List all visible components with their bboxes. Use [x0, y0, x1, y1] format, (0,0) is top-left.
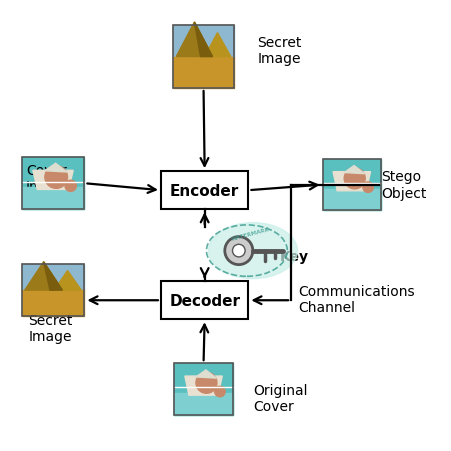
- Text: Cover
Image: Cover Image: [26, 163, 69, 193]
- Circle shape: [196, 373, 216, 393]
- Circle shape: [214, 387, 225, 397]
- Circle shape: [65, 181, 76, 192]
- Bar: [174, 393, 232, 415]
- Bar: [22, 158, 84, 210]
- Text: Key: Key: [279, 250, 308, 264]
- Bar: [173, 26, 233, 89]
- Circle shape: [45, 166, 67, 189]
- Text: Stego
Object: Stego Object: [380, 170, 425, 200]
- Polygon shape: [176, 23, 212, 57]
- Polygon shape: [196, 370, 216, 378]
- Polygon shape: [54, 271, 81, 290]
- Polygon shape: [43, 262, 62, 290]
- Bar: [22, 290, 84, 316]
- Polygon shape: [45, 164, 67, 173]
- Polygon shape: [33, 171, 73, 190]
- Bar: [322, 159, 380, 211]
- Text: Original
Cover: Original Cover: [253, 383, 307, 413]
- Text: Secret
Image: Secret Image: [257, 36, 301, 66]
- Text: Communications
Channel: Communications Channel: [297, 285, 414, 314]
- Text: Encoder: Encoder: [170, 183, 239, 198]
- Text: Decoder: Decoder: [169, 293, 239, 308]
- FancyBboxPatch shape: [161, 172, 248, 210]
- Circle shape: [232, 245, 244, 258]
- Circle shape: [343, 169, 364, 189]
- Bar: [174, 364, 232, 415]
- Polygon shape: [204, 33, 230, 57]
- Bar: [22, 188, 84, 210]
- Polygon shape: [184, 376, 222, 395]
- Bar: [173, 57, 233, 89]
- Text: Secret
Image: Secret Image: [28, 313, 73, 344]
- Bar: [322, 159, 380, 211]
- Ellipse shape: [208, 223, 297, 279]
- Circle shape: [362, 183, 373, 193]
- Polygon shape: [194, 23, 212, 57]
- Polygon shape: [343, 166, 364, 175]
- Text: WATERMARK: WATERMARK: [230, 226, 270, 241]
- Bar: [322, 189, 380, 211]
- Polygon shape: [25, 262, 62, 290]
- Polygon shape: [332, 172, 370, 191]
- Bar: [22, 265, 84, 290]
- Bar: [174, 364, 232, 415]
- FancyBboxPatch shape: [161, 281, 248, 320]
- Bar: [173, 26, 233, 57]
- Bar: [22, 265, 84, 316]
- Bar: [22, 158, 84, 210]
- Circle shape: [224, 237, 252, 265]
